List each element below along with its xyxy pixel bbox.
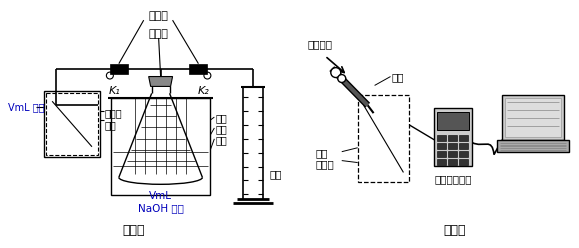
Bar	[434, 108, 472, 165]
Circle shape	[331, 68, 341, 78]
Circle shape	[338, 75, 346, 83]
Text: 量筒: 量筒	[269, 169, 281, 180]
Text: 食品
保鲜袋: 食品 保鲜袋	[316, 148, 335, 169]
Bar	[437, 143, 446, 149]
Bar	[448, 159, 457, 164]
Text: 医用输
液袋: 医用输 液袋	[105, 108, 123, 130]
Text: 探头: 探头	[391, 73, 404, 83]
Text: 过量: 过量	[215, 113, 227, 123]
Bar	[459, 159, 468, 164]
Bar	[437, 159, 446, 164]
Bar	[459, 143, 468, 149]
Bar	[189, 64, 207, 74]
Polygon shape	[149, 77, 173, 86]
Bar	[459, 135, 468, 141]
Text: VmL
NaOH 溶液: VmL NaOH 溶液	[138, 191, 184, 213]
Bar	[358, 95, 409, 182]
Bar	[448, 135, 457, 141]
Text: VmL 气体: VmL 气体	[8, 102, 45, 112]
Bar	[437, 135, 446, 141]
Circle shape	[204, 72, 211, 79]
Bar	[111, 98, 210, 195]
Text: 实验一: 实验一	[123, 224, 145, 237]
Bar	[502, 95, 564, 140]
Text: 呼出其他: 呼出其他	[308, 39, 333, 49]
Bar	[497, 140, 569, 152]
Bar	[448, 143, 457, 149]
Bar	[459, 151, 468, 157]
Text: K₂: K₂	[197, 86, 209, 96]
Bar	[505, 98, 560, 137]
Bar	[46, 93, 98, 155]
Bar	[44, 91, 100, 157]
Text: 数据采集仪器: 数据采集仪器	[434, 174, 472, 185]
Bar	[110, 64, 128, 74]
Text: 实验二: 实验二	[443, 224, 466, 237]
Text: 白磷: 白磷	[215, 124, 227, 134]
Bar	[437, 151, 446, 157]
Text: 弹簧夹: 弹簧夹	[149, 11, 168, 21]
Bar	[437, 112, 469, 130]
Circle shape	[107, 72, 113, 79]
Text: 烧杯: 烧杯	[215, 135, 227, 145]
Text: 燃烧匙: 燃烧匙	[149, 29, 168, 39]
Text: K₁: K₁	[109, 86, 120, 96]
Bar	[448, 151, 457, 157]
